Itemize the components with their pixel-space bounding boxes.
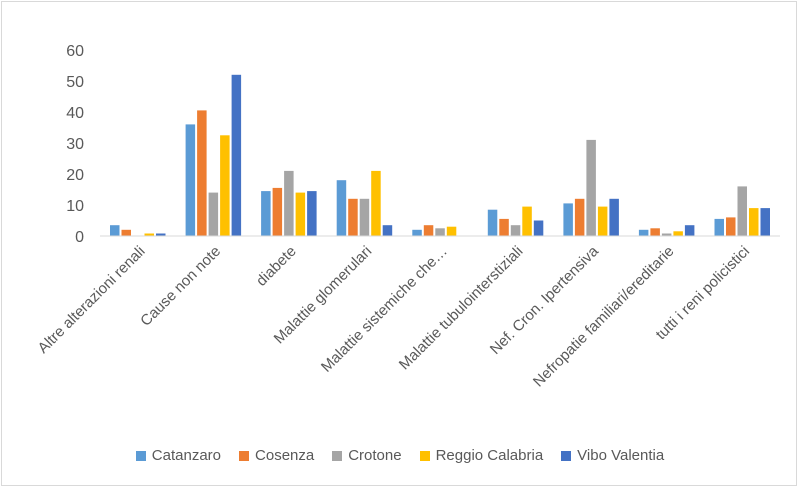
bar <box>726 217 736 236</box>
bar <box>110 225 120 236</box>
y-tick-label: 0 <box>75 229 84 246</box>
legend-label: Reggio Calabria <box>435 447 544 464</box>
bar <box>156 233 166 236</box>
legend-item: Catanzaro <box>135 447 222 464</box>
bar <box>185 124 196 236</box>
legend-swatch <box>561 450 572 461</box>
x-category-label: Malattie sistemiche che… <box>318 243 451 376</box>
y-tick-label: 10 <box>66 198 84 215</box>
x-category-label: Malattie tubulointerstiziali <box>396 243 527 374</box>
bar <box>121 229 131 236</box>
legend-label: Vibo Valentia <box>577 447 665 464</box>
bar <box>684 225 695 236</box>
x-category-label: Altre alterazioni renali <box>35 243 149 357</box>
bar <box>499 218 509 236</box>
legend-item: Reggio Calabria <box>419 447 544 464</box>
bar <box>487 209 498 236</box>
bar <box>749 208 759 236</box>
bar <box>208 192 219 236</box>
bar <box>609 198 619 236</box>
x-category-label: Nefropatie familiari/ereditarie <box>530 243 678 391</box>
bar <box>295 192 306 236</box>
bar <box>261 191 271 236</box>
legend-swatch <box>135 450 146 461</box>
legend-label: Cosenza <box>255 447 315 464</box>
legend-item: Vibo Valentia <box>561 447 664 464</box>
bar <box>382 225 393 236</box>
bar <box>446 226 457 236</box>
bar <box>423 225 434 236</box>
bar <box>673 231 683 236</box>
bars <box>110 74 770 237</box>
legend: Catanzaro Cosenza Crotone Reggio Calabria Vi… <box>0 447 800 464</box>
bar <box>714 218 724 236</box>
bar <box>412 229 422 236</box>
bar <box>435 228 445 237</box>
bar <box>272 187 283 236</box>
bar <box>563 203 573 236</box>
x-category-label: Cause non note <box>137 243 224 330</box>
y-tick-label: 30 <box>66 136 84 153</box>
y-tick-label: 50 <box>66 74 84 91</box>
bar <box>638 229 649 236</box>
bar <box>144 233 154 236</box>
bar <box>522 206 532 236</box>
bar <box>533 220 544 236</box>
bar <box>510 225 521 236</box>
bar <box>737 186 747 236</box>
y-axis-ticks: 0 10 20 30 40 50 60 <box>66 43 84 246</box>
bar <box>586 139 596 236</box>
bar <box>574 198 585 236</box>
bar <box>284 170 294 236</box>
y-tick-label: 40 <box>66 105 84 122</box>
legend-label: Catanzaro <box>151 447 222 464</box>
bar <box>661 233 672 236</box>
bar <box>597 206 608 236</box>
bar <box>307 191 317 236</box>
legend-item: Crotone <box>332 447 402 464</box>
bar <box>231 74 242 236</box>
bar <box>197 110 207 236</box>
bar <box>760 208 770 236</box>
legend-label: Crotone <box>348 447 402 464</box>
bar <box>650 228 660 237</box>
bar <box>371 170 381 236</box>
y-tick-label: 20 <box>66 167 84 184</box>
legend-item: Cosenza <box>239 447 314 464</box>
y-tick-label: 60 <box>66 43 84 60</box>
legend-swatch <box>239 450 250 461</box>
legend-swatch <box>332 450 343 461</box>
bar <box>359 198 370 236</box>
legend-swatch <box>419 450 430 461</box>
bar <box>348 198 358 236</box>
bar <box>336 180 347 236</box>
bar <box>220 135 230 237</box>
x-category-label: diabete <box>253 243 300 290</box>
